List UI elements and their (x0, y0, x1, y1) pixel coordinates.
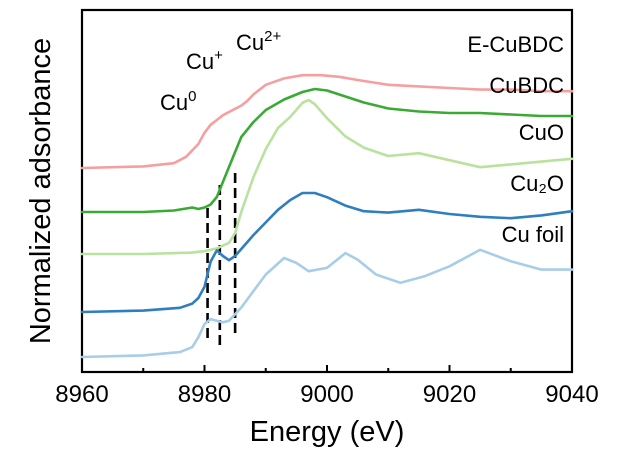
oxidation-state-label: Cu+ (186, 47, 223, 74)
x-axis-title: Energy (eV) (250, 416, 405, 448)
plot-frame (80, 8, 574, 374)
series-label: CuBDC (489, 73, 564, 98)
y-axis-title: Normalized adsorbance (25, 38, 57, 344)
x-tick-label: 9040 (545, 381, 598, 408)
series-line (80, 191, 574, 314)
series-line (80, 73, 574, 170)
x-axis-ticks: 8960 8980 9000 9020 9040 (55, 365, 599, 408)
oxidation-state-labels: Cu0 Cu+ Cu2+ (160, 28, 281, 115)
x-tick-label: 9000 (300, 381, 353, 408)
series-label: E-CuBDC (467, 32, 564, 57)
oxidation-state-label: Cu2+ (236, 28, 281, 55)
series-label: CuO (519, 120, 564, 145)
series-line (80, 98, 574, 256)
x-tick-label: 9020 (423, 381, 476, 408)
series-label: Cu₂O (510, 171, 564, 196)
x-tick-label: 8960 (55, 381, 108, 408)
x-tick-label: 8980 (178, 381, 231, 408)
series-line (80, 87, 574, 214)
series-lines (80, 73, 574, 359)
series-labels: E-CuBDC CuBDC CuO Cu₂O Cu foil (467, 32, 564, 247)
series-line (80, 248, 574, 359)
oxidation-state-label: Cu0 (160, 88, 196, 115)
series-label: Cu foil (502, 222, 564, 247)
